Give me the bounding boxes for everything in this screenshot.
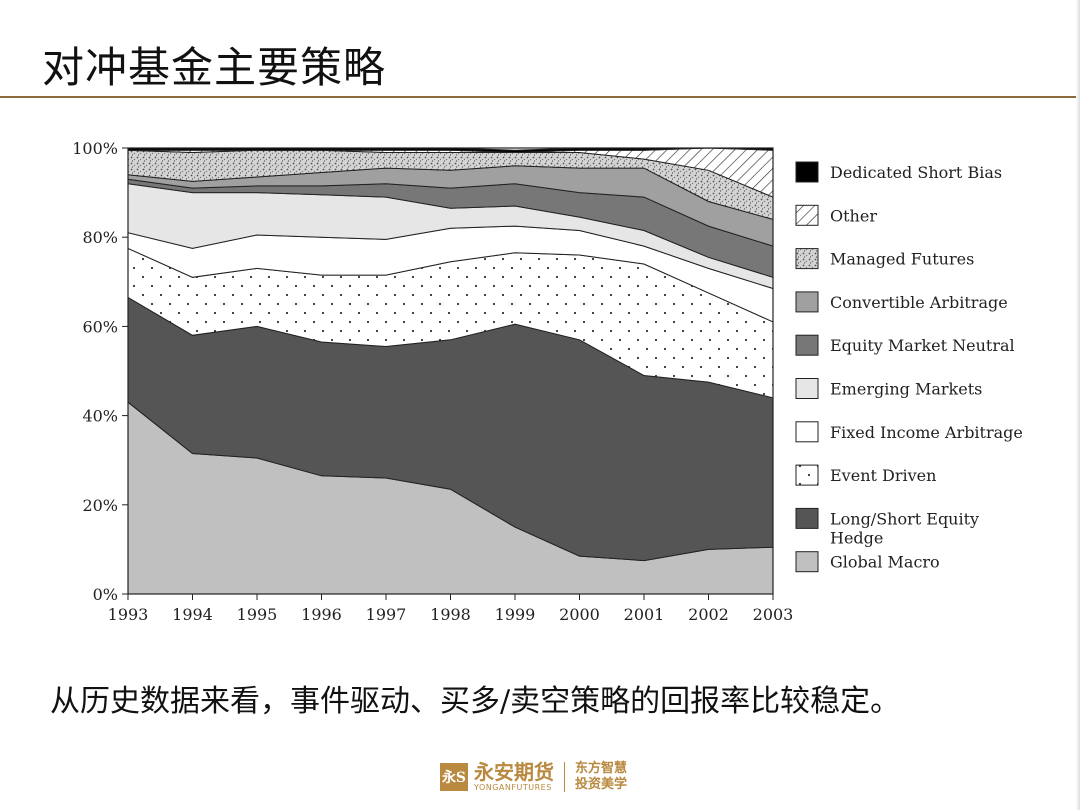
- legend: Dedicated Short Bias Other Managed Futures…: [795, 161, 1023, 573]
- slogan-line-2: 投资美学: [575, 777, 628, 792]
- x-tick-label: 1996: [301, 605, 342, 624]
- stacked-area-chart: 0% 20% 40% 60% 80% 100% 1993 1994 1995 1996 1997 19…: [40, 120, 1040, 640]
- legend-swatch-convertible-arbitrage: [795, 291, 819, 313]
- y-tick-label: 60%: [82, 317, 118, 336]
- area-layers: [127, 147, 774, 595]
- legend-label-managed-futures: Managed Futures: [830, 250, 974, 269]
- legend-label-long-short-equity-hedge: Long/Short Equity: [830, 509, 979, 528]
- logo-separator: [564, 762, 565, 792]
- y-tick-label: 40%: [82, 407, 118, 426]
- legend-swatch-global-macro: [795, 551, 819, 573]
- y-tick-label: 100%: [72, 139, 118, 158]
- legend-swatch-managed-futures: [795, 248, 819, 270]
- legend-swatch-event-driven: [795, 464, 819, 486]
- y-tick-label: 0%: [93, 585, 118, 604]
- logo-name-en: YONGANFUTURES: [474, 783, 552, 792]
- slogan-line-1: 东方智慧: [575, 760, 628, 776]
- x-tick-label: 1995: [237, 605, 278, 624]
- x-tick-label: 2003: [753, 605, 794, 624]
- legend-swatch-emerging-markets: [795, 378, 819, 399]
- legend-label-other: Other: [830, 206, 877, 225]
- legend-swatch-long-short-equity-hedge: [795, 507, 819, 529]
- company-logo: 永S 永安期货 YONGANFUTURES 东方智慧 投资美学: [440, 758, 627, 796]
- legend-swatch-other: [795, 204, 819, 226]
- x-tick-label: 2000: [559, 605, 600, 624]
- logo-text: 永安期货 YONGANFUTURES: [474, 762, 554, 792]
- logo-mark-icon: 永S: [440, 763, 468, 791]
- axes: 0% 20% 40% 60% 80% 100% 1993 1994 1995 1996 1997 19…: [72, 139, 793, 624]
- slide-caption: 从历史数据来看，事件驱动、买多/卖空策略的回报率比较稳定。: [50, 684, 901, 719]
- x-tick-label: 1997: [366, 605, 407, 624]
- logo-name-cn: 永安期货: [474, 760, 554, 784]
- chart-svg: 0% 20% 40% 60% 80% 100% 1993 1994 1995 1996 1997 19…: [72, 139, 1023, 624]
- x-tick-label: 2002: [688, 605, 729, 624]
- legend-swatch-fixed-income-arbitrage: [795, 421, 819, 443]
- legend-label-event-driven: Event Driven: [830, 466, 936, 485]
- x-tick-label: 1999: [495, 605, 536, 624]
- legend-label-fixed-income-arbitrage: Fixed Income Arbitrage: [830, 423, 1023, 442]
- y-tick-label: 20%: [82, 496, 118, 515]
- x-tick-label: 1993: [108, 605, 149, 624]
- x-tick-label: 1994: [172, 605, 213, 624]
- slide-title: 对冲基金主要策略: [42, 43, 387, 92]
- legend-label-equity-market-neutral: Equity Market Neutral: [830, 336, 1015, 355]
- legend-swatch-dedicated-short-bias: [795, 161, 819, 183]
- x-tick-label: 1998: [430, 605, 471, 624]
- page-edge-shadow: [1076, 0, 1080, 810]
- legend-label-long-short-equity-hedge: Hedge: [830, 528, 883, 547]
- title-divider: [0, 96, 1080, 98]
- y-tick-label: 80%: [82, 228, 118, 247]
- legend-label-dedicated-short-bias: Dedicated Short Bias: [830, 163, 1002, 182]
- legend-label-emerging-markets: Emerging Markets: [830, 380, 982, 399]
- x-tick-label: 2001: [624, 605, 665, 624]
- logo-slogan: 东方智慧 投资美学: [575, 761, 627, 794]
- legend-label-convertible-arbitrage: Convertible Arbitrage: [830, 293, 1008, 312]
- legend-swatch-equity-market-neutral: [795, 334, 819, 356]
- legend-label-global-macro: Global Macro: [830, 553, 940, 572]
